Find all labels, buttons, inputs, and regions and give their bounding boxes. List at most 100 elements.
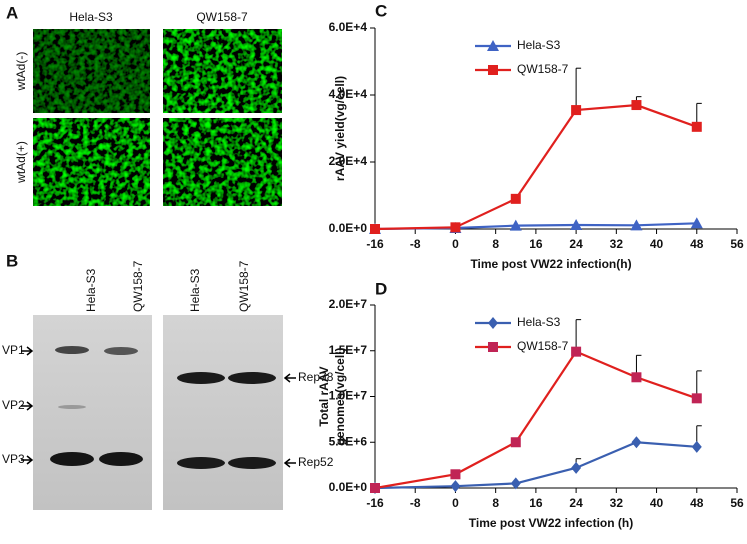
band [58, 405, 86, 409]
lane-label: QW158-7 [131, 260, 145, 312]
y-tick-label: 5.0E+6 [329, 434, 368, 448]
x-tick-label: 8 [492, 496, 499, 510]
x-axis-title: Time post VW22 infection(h) [470, 257, 631, 271]
arrow [21, 401, 34, 411]
x-tick-label: 56 [730, 496, 744, 510]
panel-letter: D [375, 279, 387, 298]
band [177, 457, 225, 469]
legend-marker [487, 40, 499, 51]
marker [690, 217, 703, 229]
y-tick-label: 2.0E+4 [329, 154, 368, 168]
y-tick-label: 2.0E+7 [329, 297, 368, 311]
x-axis-title: Time post VW22 infection (h) [469, 516, 633, 530]
y-tick-label: 6.0E+4 [329, 20, 368, 34]
micrograph [163, 118, 282, 206]
y-tick-label: 0.0E+0 [329, 480, 368, 494]
x-tick-label: -8 [410, 237, 421, 251]
panel-letter: C [375, 1, 387, 20]
band [228, 457, 276, 469]
marker [691, 121, 702, 132]
marker [370, 224, 380, 234]
x-tick-label: -16 [366, 237, 384, 251]
panel-letter: A [6, 3, 18, 22]
marker [370, 483, 380, 493]
marker [631, 372, 642, 383]
x-tick-label: 0 [452, 496, 459, 510]
band [99, 452, 143, 466]
y-tick-label: 1.5E+7 [329, 343, 368, 357]
arrow [283, 373, 296, 383]
band-label: VP1 [2, 343, 25, 357]
arrow [21, 455, 34, 465]
marker [631, 436, 642, 449]
marker [450, 480, 461, 493]
band-label: VP2 [2, 398, 25, 412]
x-tick-label: 24 [569, 496, 583, 510]
arrow [21, 346, 34, 356]
x-tick-label: 40 [650, 496, 664, 510]
marker [571, 346, 582, 357]
y-tick-label: 1.0E+7 [329, 389, 368, 403]
x-tick-label: 16 [529, 237, 543, 251]
micrograph [163, 29, 282, 113]
marker [691, 393, 702, 404]
legend-label: QW158-7 [517, 62, 569, 76]
marker [570, 218, 583, 230]
series-line [374, 103, 698, 231]
x-tick-label: -16 [366, 496, 384, 510]
marker [450, 222, 461, 233]
band-label: Rep52 [298, 455, 334, 469]
micrograph [33, 118, 150, 206]
y-axis-title: genomes(vg/cell) [333, 347, 347, 445]
x-tick-label: 0 [452, 237, 459, 251]
y-axis-title: Total rAAV [317, 366, 331, 426]
band [104, 347, 138, 355]
legend-marker [488, 317, 498, 329]
series-line [374, 441, 697, 490]
blot [163, 315, 283, 510]
x-tick-label: 48 [690, 237, 704, 251]
blot [33, 315, 152, 510]
panel-letter: B [6, 251, 18, 270]
arrow [283, 458, 296, 468]
band [50, 452, 94, 466]
marker [510, 477, 521, 490]
marker [510, 437, 521, 448]
band-label: VP3 [2, 452, 25, 466]
x-tick-label: 8 [492, 237, 499, 251]
column-label: QW158-7 [196, 10, 248, 24]
lane-label: QW158-7 [237, 260, 251, 312]
x-tick-label: 32 [610, 237, 624, 251]
y-tick-label: 4.0E+4 [329, 87, 368, 101]
band [177, 372, 225, 384]
band-label: Rep78 [298, 370, 334, 384]
series-line [374, 350, 698, 490]
lane-label: Hela-S3 [188, 268, 202, 312]
y-tick-label: 0.0E+0 [329, 221, 368, 235]
legend-marker [488, 342, 498, 352]
row-label: wtAd(-) [14, 52, 28, 92]
x-tick-label: 16 [529, 496, 543, 510]
marker [450, 469, 461, 480]
marker [510, 193, 521, 204]
column-label: Hela-S3 [69, 10, 113, 24]
legend-label: Hela-S3 [517, 38, 561, 52]
marker [509, 219, 522, 231]
micrograph [33, 29, 150, 113]
marker [571, 105, 582, 116]
x-tick-label: 24 [569, 237, 583, 251]
x-tick-label: 56 [730, 237, 744, 251]
marker [630, 219, 643, 231]
band [55, 346, 89, 354]
marker [571, 461, 582, 474]
marker [631, 100, 642, 111]
lane-label: Hela-S3 [84, 268, 98, 312]
x-tick-label: 40 [650, 237, 664, 251]
marker [691, 440, 702, 453]
legend-label: QW158-7 [517, 339, 569, 353]
x-tick-label: 32 [610, 496, 624, 510]
x-tick-label: 48 [690, 496, 704, 510]
y-axis-title: rAAV yield(vg/cell) [333, 76, 347, 181]
legend-marker [488, 65, 498, 75]
